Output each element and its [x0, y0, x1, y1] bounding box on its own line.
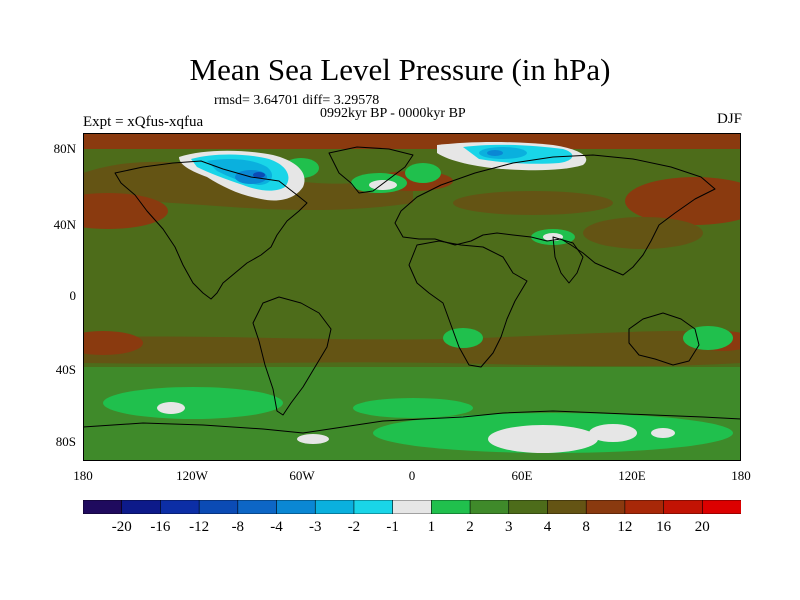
lon-tick-180w: 180 — [73, 468, 93, 483]
colorbar-swatch — [701, 500, 741, 514]
colorbar-label: 16 — [656, 519, 672, 535]
region-labrador-white — [369, 180, 397, 190]
region-north-pacific-high — [83, 193, 168, 229]
coast-europe-asia — [394, 154, 716, 276]
colorbar-swatch — [314, 500, 355, 514]
lon-tick-180e: 180 — [731, 468, 751, 483]
colorbar-label: -20 — [111, 519, 132, 535]
region-eurasia-band — [453, 191, 613, 215]
colorbar-label: -3 — [308, 519, 322, 535]
region-arctic-high — [83, 133, 741, 149]
colorbar — [83, 500, 741, 514]
lat-tick-0: 0 — [69, 288, 77, 303]
colorbar-label: -2 — [347, 519, 361, 535]
colorbar-swatch — [83, 500, 123, 514]
stats-label: rmsd= 3.64701 diff= 3.29578 — [214, 93, 380, 108]
colorbar-label: -16 — [150, 519, 171, 535]
region-antarctic-white-3 — [651, 428, 675, 438]
pressure-fill — [83, 133, 741, 461]
region-east-asia — [583, 217, 703, 249]
colorbar-label: 3 — [505, 519, 513, 535]
colorbar-label: -4 — [270, 519, 283, 535]
region-southern-midlat — [83, 330, 741, 367]
coast-greenland — [328, 146, 414, 194]
map-frame — [83, 133, 741, 461]
colorbar-label: 8 — [582, 519, 590, 535]
coast-africa — [408, 240, 528, 368]
colorbar-swatch — [353, 500, 394, 514]
season-label: DJF — [716, 111, 742, 127]
colorbar-swatch — [237, 500, 278, 514]
region-se-pacific — [83, 331, 143, 355]
coast-north-america — [114, 160, 308, 300]
lon-tick-0: 0 — [408, 468, 416, 483]
region-south-pacific-white — [157, 402, 185, 414]
colorbar-swatch — [276, 500, 317, 514]
region-laurentide-deepblue — [253, 172, 265, 178]
region-africa-south-green — [443, 328, 483, 348]
region-fennoscandia-blue — [487, 150, 503, 156]
colorbar-label: 1 — [427, 519, 436, 535]
colorbar-label: 20 — [694, 519, 710, 535]
colorbar-swatch — [121, 500, 162, 514]
coast-india — [552, 236, 584, 284]
period-label: 0992kyr BP - 0000kyr BP — [320, 106, 466, 121]
lat-tick-80s: 80S — [55, 434, 76, 449]
colorbar-swatch — [392, 500, 433, 514]
colorbar-swatch — [624, 500, 665, 514]
coastlines — [83, 146, 741, 434]
experiment-label: Expt = xQfus-xqfua — [83, 114, 204, 130]
coast-australia — [628, 312, 700, 366]
region-south-atlantic-bright — [353, 398, 473, 418]
region-australia-green — [683, 326, 733, 350]
region-antarctic-white — [488, 425, 598, 453]
region-siberian-high — [625, 177, 741, 225]
colorbar-label: 2 — [466, 519, 474, 535]
colorbar-label: 12 — [617, 519, 633, 535]
lon-tick-60w: 60W — [289, 468, 315, 483]
colorbar-label: -8 — [231, 519, 245, 535]
coast-south-america — [252, 296, 332, 416]
region-antarctic-white-4 — [297, 434, 329, 444]
region-iceland-green — [405, 163, 441, 183]
map-title: Mean Sea Level Pressure (in hPa) — [189, 52, 611, 87]
colorbar-swatch — [547, 500, 587, 514]
region-antarctic-white-2 — [589, 424, 637, 442]
colorbar-label: -12 — [189, 519, 210, 535]
colorbar-swatch — [160, 500, 200, 514]
pressure-map — [83, 133, 741, 461]
lon-tick-120e: 120E — [618, 468, 646, 483]
lon-tick-120w: 120W — [176, 468, 208, 483]
region-south-pacific-bright — [103, 387, 283, 419]
colorbar-label: 4 — [543, 519, 552, 535]
colorbar-swatch — [469, 500, 510, 514]
colorbar-swatch — [198, 500, 239, 514]
lat-tick-40n: 40N — [53, 217, 76, 232]
coast-antarctica — [83, 410, 741, 434]
colorbar-label: -1 — [386, 519, 399, 535]
colorbar-swatch — [508, 500, 549, 514]
lat-tick-80n: 80N — [53, 141, 76, 156]
colorbar-swatch — [663, 500, 704, 514]
lat-tick-40s: 40S — [55, 362, 76, 377]
colorbar-swatch — [431, 500, 471, 514]
lon-tick-60e: 60E — [511, 468, 533, 483]
colorbar-swatch — [585, 500, 626, 514]
